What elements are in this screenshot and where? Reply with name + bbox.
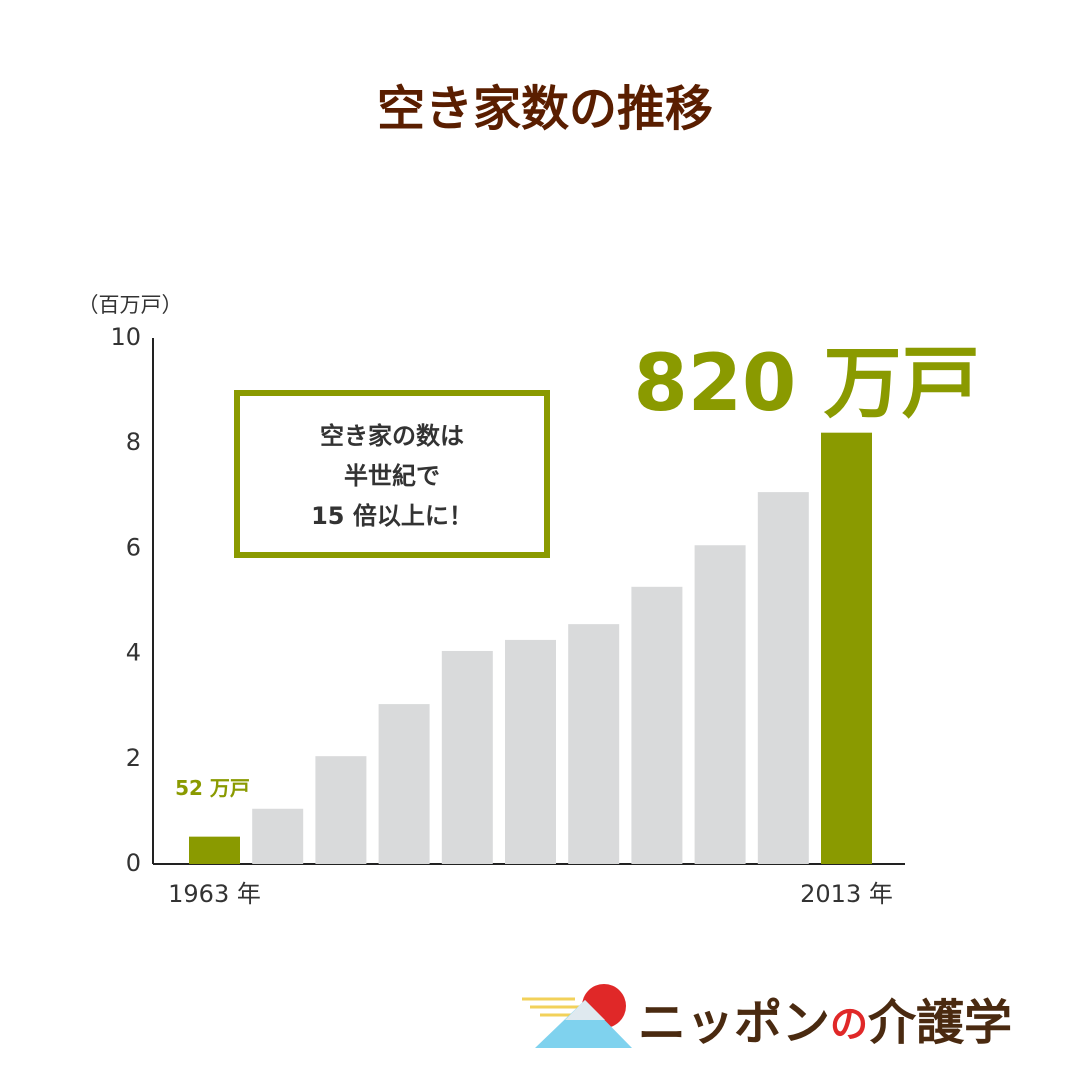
bar	[315, 756, 367, 864]
y-axis-label: （百万戸）	[78, 293, 183, 317]
bar	[568, 624, 620, 864]
logo: ニッポンの介護学	[522, 984, 1012, 1051]
annotation: 空き家の数は	[320, 422, 464, 450]
bar	[694, 545, 746, 864]
x-tick-label: 2013 年	[800, 880, 893, 908]
y-tick-label: 4	[126, 639, 141, 667]
bar	[441, 650, 493, 864]
x-tick-label: 1963 年	[168, 880, 261, 908]
value-label: 820 万戸	[634, 339, 980, 429]
bar	[189, 836, 240, 864]
bar	[252, 808, 304, 864]
bar	[378, 704, 430, 864]
annotation: 15 倍以上に！	[311, 502, 473, 530]
annotation-box	[234, 390, 550, 558]
chart-title: 空き家数の推移	[377, 81, 713, 137]
y-tick-label: 2	[126, 744, 141, 772]
annotation: 半世紀で	[344, 462, 440, 490]
bar	[821, 432, 872, 864]
value-label: 52 万戸	[175, 776, 250, 800]
bar	[505, 639, 556, 864]
y-tick-label: 8	[126, 428, 141, 456]
bar	[631, 586, 683, 864]
y-tick-label: 6	[126, 533, 141, 561]
y-tick-label: 10	[110, 323, 141, 351]
y-tick-label: 0	[126, 849, 141, 877]
logo-text: ニッポンの介護学	[638, 995, 1012, 1051]
bar	[757, 492, 809, 864]
